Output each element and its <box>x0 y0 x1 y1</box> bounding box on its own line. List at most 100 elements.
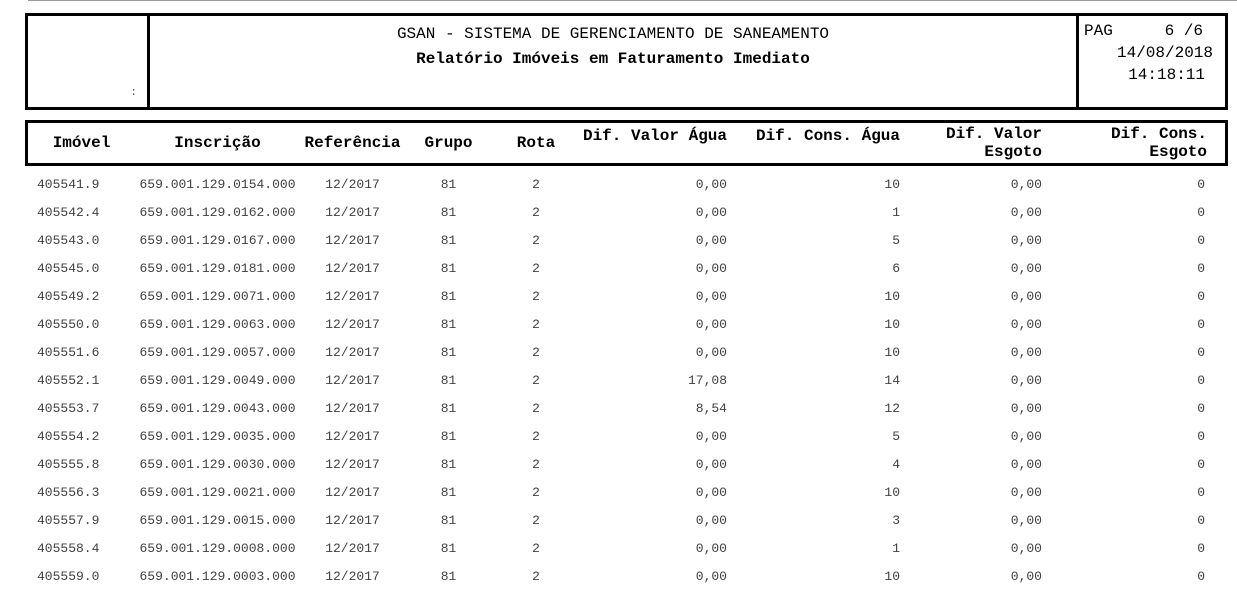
cell-dif-cons-esgoto: 0 <box>1197 232 1205 248</box>
cell-referencia: 12/2017 <box>325 484 380 500</box>
cell-dif-cons-agua: 10 <box>884 316 900 332</box>
page-label: PAG <box>1084 22 1113 40</box>
title-cell: GSAN - SISTEMA DE GERENCIAMENTO DE SANEA… <box>150 16 1076 107</box>
cell-inscricao: 659.001.129.0167.000 <box>139 232 296 248</box>
cell-dif-valor-agua: 0,00 <box>695 568 727 584</box>
cell-referencia: 12/2017 <box>325 288 380 304</box>
cell-dif-cons-agua: 14 <box>884 372 900 388</box>
column-header-dif-valor-agua: Dif. Valor Água <box>582 127 727 145</box>
column-header-referencia: Referência <box>304 134 401 152</box>
cell-imovel: 405552.1 <box>37 372 100 388</box>
cell-grupo: 81 <box>440 372 457 388</box>
cell-dif-valor-agua: 17,08 <box>687 372 727 388</box>
cell-inscricao: 659.001.129.0021.000 <box>139 484 296 500</box>
table-row: 405545.0 659.001.129.0181.000 12/2017 81… <box>28 254 1225 282</box>
table-row: 405553.7 659.001.129.0043.000 12/2017 81… <box>28 394 1225 422</box>
cell-dif-cons-agua: 10 <box>884 288 900 304</box>
cell-dif-cons-esgoto: 0 <box>1197 568 1205 584</box>
cell-imovel: 405543.0 <box>37 232 100 248</box>
cell-dif-valor-esgoto: 0,00 <box>1010 232 1042 248</box>
cell-dif-valor-esgoto: 0,00 <box>1010 176 1042 192</box>
cell-dif-valor-esgoto: 0,00 <box>1010 456 1042 472</box>
table-row: 405559.0 659.001.129.0003.000 12/2017 81… <box>28 562 1225 590</box>
cell-inscricao: 659.001.129.0154.000 <box>139 176 296 192</box>
cell-referencia: 12/2017 <box>325 204 380 220</box>
logo-placeholder-mark: : <box>130 87 137 99</box>
cell-inscricao: 659.001.129.0071.000 <box>139 288 296 304</box>
cell-rota: 2 <box>532 344 540 360</box>
cell-referencia: 12/2017 <box>325 540 380 556</box>
cell-grupo: 81 <box>440 484 457 500</box>
cell-rota: 2 <box>532 372 540 388</box>
cell-dif-valor-agua: 0,00 <box>695 176 727 192</box>
page-top-edge-line <box>28 0 1237 1</box>
cell-referencia: 12/2017 <box>325 372 380 388</box>
cell-rota: 2 <box>532 568 540 584</box>
cell-inscricao: 659.001.129.0181.000 <box>139 260 296 276</box>
cell-dif-cons-agua: 5 <box>892 232 900 248</box>
cell-imovel: 405549.2 <box>37 288 100 304</box>
cell-dif-valor-agua: 0,00 <box>695 316 727 332</box>
cell-grupo: 81 <box>440 316 457 332</box>
cell-inscricao: 659.001.129.0015.000 <box>139 512 296 528</box>
cell-dif-cons-agua: 10 <box>884 344 900 360</box>
cell-inscricao: 659.001.129.0043.000 <box>139 400 296 416</box>
cell-imovel: 405559.0 <box>37 568 100 584</box>
cell-dif-cons-esgoto: 0 <box>1197 344 1205 360</box>
cell-dif-cons-agua: 1 <box>892 540 900 556</box>
table-row: 405554.2 659.001.129.0035.000 12/2017 81… <box>28 422 1225 450</box>
cell-dif-valor-esgoto: 0,00 <box>1010 372 1042 388</box>
page-number-row: PAG 6 /6 <box>1079 20 1225 42</box>
cell-dif-cons-agua: 6 <box>892 260 900 276</box>
cell-rota: 2 <box>532 456 540 472</box>
cell-dif-cons-esgoto: 0 <box>1197 456 1205 472</box>
cell-dif-valor-agua: 0,00 <box>695 512 727 528</box>
table-row: 405555.8 659.001.129.0030.000 12/2017 81… <box>28 450 1225 478</box>
page-number: 6 /6 <box>1164 22 1203 40</box>
cell-referencia: 12/2017 <box>325 176 380 192</box>
report-title: GSAN - SISTEMA DE GERENCIAMENTO DE SANEA… <box>396 25 830 43</box>
cell-grupo: 81 <box>440 176 457 192</box>
page-info-cell: PAG 6 /6 14/08/2018 14:18:11 <box>1076 16 1225 107</box>
cell-rota: 2 <box>532 540 540 556</box>
cell-dif-cons-esgoto: 0 <box>1197 260 1205 276</box>
cell-dif-cons-esgoto: 0 <box>1197 288 1205 304</box>
cell-dif-valor-agua: 0,00 <box>695 456 727 472</box>
cell-grupo: 81 <box>440 512 457 528</box>
cell-imovel: 405551.6 <box>37 344 100 360</box>
table-row: 405550.0 659.001.129.0063.000 12/2017 81… <box>28 310 1225 338</box>
table-row: 405556.3 659.001.129.0021.000 12/2017 81… <box>28 478 1225 506</box>
table-header-box: Imóvel Inscrição Referência Grupo Rota D… <box>25 120 1228 166</box>
column-header-grupo: Grupo <box>424 134 473 152</box>
cell-grupo: 81 <box>440 540 457 556</box>
cell-grupo: 81 <box>440 260 457 276</box>
cell-inscricao: 659.001.129.0057.000 <box>139 344 296 360</box>
cell-rota: 2 <box>532 428 540 444</box>
column-header-rota: Rota <box>516 134 556 152</box>
table-row: 405549.2 659.001.129.0071.000 12/2017 81… <box>28 282 1225 310</box>
cell-dif-valor-esgoto: 0,00 <box>1010 512 1042 528</box>
cell-dif-valor-agua: 0,00 <box>695 344 727 360</box>
cell-referencia: 12/2017 <box>325 232 380 248</box>
cell-imovel: 405553.7 <box>37 400 100 416</box>
table-row: 405541.9 659.001.129.0154.000 12/2017 81… <box>28 170 1225 198</box>
cell-dif-valor-esgoto: 0,00 <box>1010 428 1042 444</box>
cell-dif-valor-agua: 0,00 <box>695 484 727 500</box>
table-row: 405543.0 659.001.129.0167.000 12/2017 81… <box>28 226 1225 254</box>
cell-imovel: 405557.9 <box>37 512 100 528</box>
cell-rota: 2 <box>532 204 540 220</box>
column-header-inscricao: Inscrição <box>174 134 261 152</box>
table-row: 405552.1 659.001.129.0049.000 12/2017 81… <box>28 366 1225 394</box>
report-header-box: : GSAN - SISTEMA DE GERENCIAMENTO DE SAN… <box>25 13 1228 110</box>
cell-grupo: 81 <box>440 456 457 472</box>
cell-dif-cons-agua: 1 <box>892 204 900 220</box>
cell-rota: 2 <box>532 176 540 192</box>
cell-referencia: 12/2017 <box>325 568 380 584</box>
cell-dif-valor-agua: 0,00 <box>695 232 727 248</box>
cell-imovel: 405556.3 <box>37 484 100 500</box>
cell-dif-cons-agua: 5 <box>892 428 900 444</box>
cell-dif-cons-esgoto: 0 <box>1197 372 1205 388</box>
column-header-dif-cons-agua: Dif. Cons. Água <box>755 127 900 145</box>
cell-inscricao: 659.001.129.0008.000 <box>139 540 296 556</box>
cell-inscricao: 659.001.129.0049.000 <box>139 372 296 388</box>
